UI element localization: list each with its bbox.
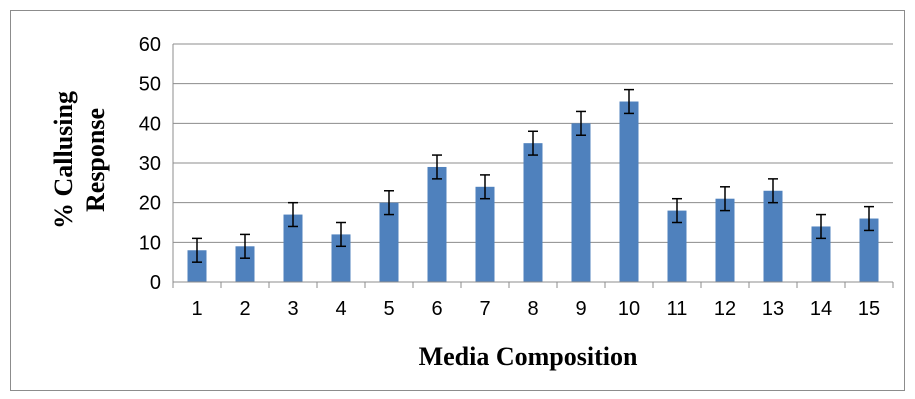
x-tick-labels: 1 2 3 4 5 6 7 8 9 10 11 12 13 14 15 [191, 298, 880, 320]
bar-8 [523, 143, 543, 282]
bars [187, 101, 879, 283]
bar-7 [475, 186, 495, 282]
bar-2 [235, 246, 255, 282]
y-tick-label-40: 40 [139, 113, 161, 135]
bar-6 [427, 166, 447, 282]
axes [172, 44, 894, 288]
x-axis-title: Media Composition [419, 342, 638, 371]
x-tick-label-11: 11 [667, 298, 688, 320]
bar-14 [811, 226, 831, 282]
y-tick-label-60: 60 [139, 34, 161, 56]
error-bars [192, 88, 874, 263]
y-tick-label-50: 50 [139, 74, 161, 96]
y-axis-title-line-2: Response [81, 108, 110, 212]
bar-11 [667, 210, 687, 282]
y-tick-label-0: 0 [150, 272, 161, 294]
bar-15 [859, 218, 879, 282]
x-tick-label-13: 13 [762, 298, 784, 320]
y-tick-label-10: 10 [139, 232, 161, 254]
x-tick-label-9: 9 [575, 298, 586, 320]
bar-10 [619, 101, 639, 283]
bar-9 [571, 123, 591, 282]
y-tick-label-30: 30 [139, 153, 161, 175]
y-tick-labels: 0 10 20 30 40 50 60 [139, 34, 161, 294]
x-tick-label-5: 5 [383, 298, 394, 320]
bar-12 [715, 198, 735, 282]
bar-13 [763, 190, 783, 282]
x-tick-label-8: 8 [527, 298, 538, 320]
x-tick-label-12: 12 [714, 298, 736, 320]
x-tick-label-6: 6 [431, 298, 442, 320]
y-tick-label-20: 20 [139, 193, 161, 215]
x-tick-label-1: 1 [191, 298, 202, 320]
bar-5 [379, 202, 399, 282]
bar-3 [283, 214, 303, 282]
x-tick-label-7: 7 [479, 298, 490, 320]
x-tick-label-14: 14 [810, 298, 832, 320]
x-tick-label-3: 3 [287, 298, 298, 320]
x-tick-label-10: 10 [618, 298, 640, 320]
x-tick-label-2: 2 [239, 298, 250, 320]
x-tick-label-15: 15 [858, 298, 880, 320]
y-axis-title-line-1: % Callusing [49, 91, 78, 229]
x-tick-label-4: 4 [335, 298, 346, 320]
bar-1 [187, 250, 207, 282]
chart-frame [10, 10, 905, 391]
